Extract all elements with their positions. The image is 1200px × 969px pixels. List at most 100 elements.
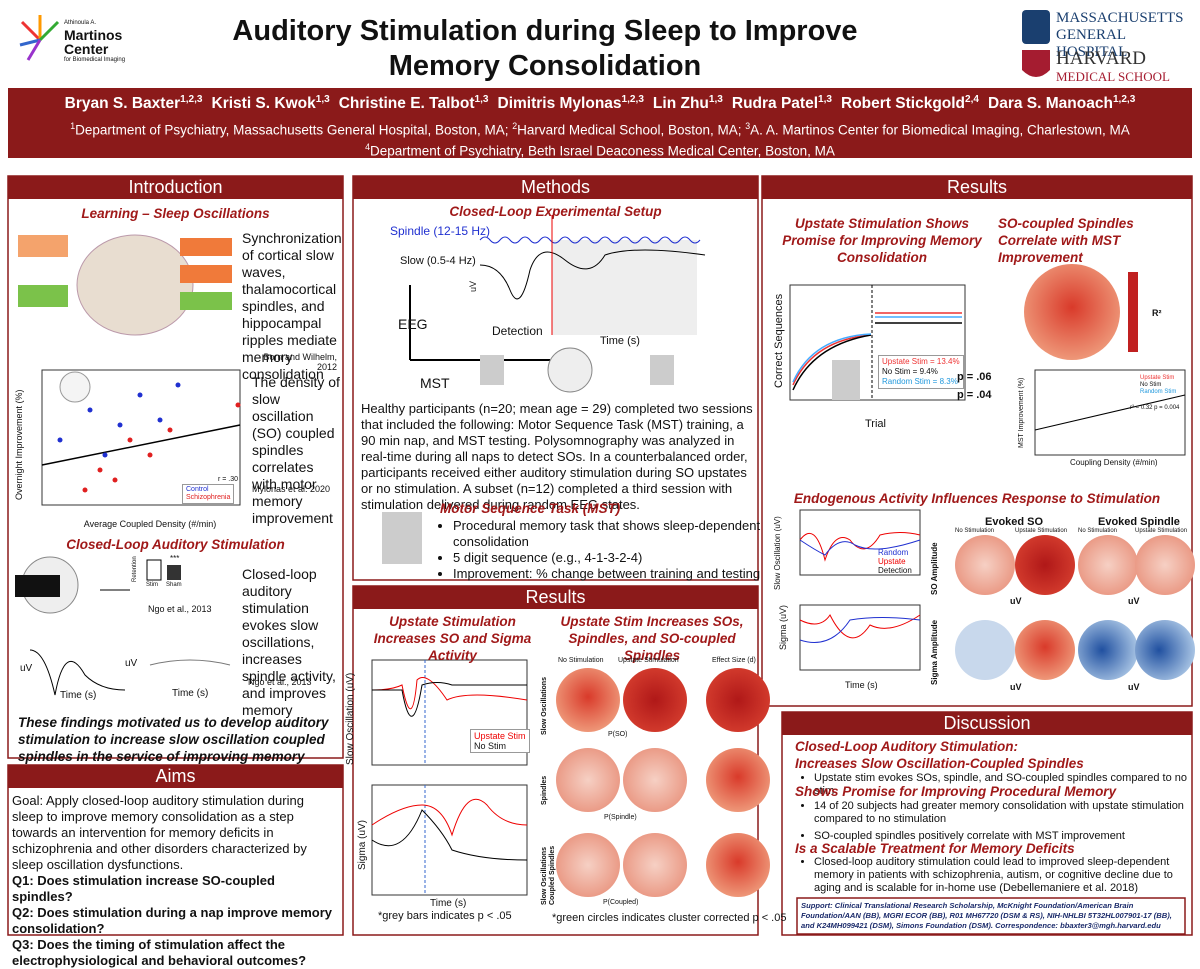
p-value: p = .04 — [957, 389, 992, 401]
axis-label: Time (s) — [430, 898, 467, 909]
legend-entry: Random — [878, 548, 909, 557]
axis-label: Time (s) — [845, 680, 878, 690]
author: Bryan S. Baxter1,2,3 — [65, 94, 203, 112]
author-sup: 1,3 — [818, 94, 833, 105]
subheading: Closed-Loop Auditory Stimulation: Increas… — [795, 738, 1084, 772]
subheading: Learning – Sleep Oscillations — [81, 206, 270, 221]
legend-entry: Control — [186, 486, 209, 493]
text: Synchronization of cortical slow waves, … — [242, 230, 342, 382]
bullet-list: Procedural memory task that shows sleep-… — [437, 518, 768, 582]
affiliation-text: Harvard Medical School, Boston, MA; — [517, 122, 746, 138]
question: Q1: Does stimulation increase SO-coupled… — [12, 873, 275, 904]
fig-label: Detection — [492, 324, 543, 338]
author-name: Dara S. Manoach — [988, 95, 1113, 113]
legend-entry: No Stim — [474, 741, 507, 751]
p-values: p = .06 p = .04 — [957, 368, 992, 404]
col-label: No Stimulation — [1078, 528, 1118, 534]
legend-entry: Upstate — [878, 557, 906, 566]
affiliation-sup: 2 — [512, 121, 518, 132]
section-heading: Methods — [353, 176, 758, 199]
row-label: Sigma Amplitude — [930, 619, 939, 685]
text: The density of slow oscillation (SO) cou… — [252, 374, 340, 526]
bullet: Upstate stim evokes SOs, spindle, and SO… — [814, 772, 1199, 798]
bullet: 14 of 20 subjects had greater memory con… — [814, 800, 1199, 826]
bullet: SO-coupled spindles positively correlate… — [814, 830, 1199, 843]
subheading: Is a Scalable Treatment for Memory Defic… — [795, 841, 1075, 856]
unit: uV — [1010, 596, 1022, 606]
fig-label: MST — [420, 375, 450, 391]
stat: r² = 0.32 p = 0.004 — [1130, 405, 1180, 411]
citation: Ngo et al., 2013 — [148, 604, 212, 614]
axis-label: uV — [20, 663, 33, 674]
r2-topomap — [1024, 264, 1138, 360]
colorbar-label: P(Coupled) — [603, 899, 639, 906]
unit: uV — [1010, 682, 1022, 692]
subheading: Closed-Loop Auditory Stimulation — [66, 537, 285, 552]
section-heading: Results — [762, 176, 1192, 199]
axis-label: MST Improvement (%) — [1018, 377, 1025, 448]
mst-scatter — [1034, 369, 1186, 456]
affiliation-line: 1Department of Psychiatry, Massachusetts… — [8, 118, 1192, 139]
citation: Mylonas et al. 2020 — [252, 484, 331, 494]
logo-line: MASSACHUSETTS — [1056, 10, 1184, 26]
section-heading: Introduction — [8, 176, 343, 199]
axis-label: Overnight Improvement (%) — [14, 389, 24, 500]
logo-text: for Biomedical Imaging — [64, 57, 126, 63]
conclusion: These findings motivated us to develop a… — [18, 715, 329, 764]
bullet-list: Upstate stim evokes SOs, spindle, and SO… — [798, 772, 1199, 798]
bullet-list: 14 of 20 subjects had greater memory con… — [798, 800, 1199, 843]
author: Robert Stickgold2,4 — [841, 94, 979, 112]
fig-label: Slow (0.5-4 Hz) — [400, 255, 476, 267]
author: Christine E. Talbot1,3 — [339, 94, 489, 112]
legend-entry: Schizophrenia — [186, 494, 231, 501]
fig-label: Spindle (12-15 Hz) — [390, 224, 491, 238]
question: Q3: Does the timing of stimulation affec… — [12, 937, 307, 968]
question: Q2: Does stimulation during a nap improv… — [12, 905, 333, 936]
support: Support: Clinical Translational Research… — [801, 901, 1172, 930]
bar-label: Stim — [146, 582, 158, 588]
martinos-logo — [19, 15, 60, 61]
affiliation-sup: 3 — [745, 121, 751, 132]
harvard-text: HARVARD MEDICAL SCHOOL — [1056, 48, 1170, 86]
section-heading: Aims — [8, 765, 343, 788]
axis-label: Time (s) — [60, 690, 97, 701]
colorbar-label: P(Spindle) — [604, 814, 637, 821]
legend: Upstate Stim = 13.4% No Stim = 9.4% Random… — [878, 355, 964, 389]
affiliation-line: 4Department of Psychiatry, Beth Israel D… — [8, 139, 1192, 160]
title: Auditory Stimulation during Sleep to Imp… — [200, 14, 890, 84]
goal: Goal: Apply closed-loop auditory stimula… — [12, 793, 307, 872]
col-label: Upstate Stimulation — [1015, 528, 1068, 534]
logo-text: Center — [64, 41, 109, 57]
legend-entry: Upstate Stim — [1140, 375, 1175, 381]
row-label: SO Amplitude — [930, 542, 939, 595]
setup-diagram — [382, 215, 706, 564]
subheading: Upstate Stim Increases SOs, Spindles, an… — [560, 614, 744, 663]
row-label: Slow Oscillations — [541, 677, 548, 735]
evoked-title: Evoked Spindle — [1098, 516, 1180, 528]
bullet: Closed-loop auditory stimulation could l… — [814, 856, 1199, 895]
legend-entry: Upstate Stim — [474, 731, 526, 741]
legend-entry: No Stim — [1140, 382, 1162, 388]
topomaps — [556, 668, 770, 897]
axis-label: Trial — [865, 418, 886, 430]
axis-label: Retention — [132, 556, 138, 582]
subheading: Closed-Loop Experimental Setup — [449, 204, 662, 219]
legend: Upstate Stim No Stim Random Stim — [1140, 375, 1176, 396]
legend-entry: Detection — [878, 566, 912, 575]
poster: Athinoula A. Martinos Center for Biomedi… — [0, 0, 1200, 943]
author-sup: 1,3 — [474, 94, 489, 105]
legend-entry: No Stim = 9.4% — [882, 367, 938, 376]
affiliations: 1Department of Psychiatry, Massachusetts… — [8, 118, 1192, 159]
affiliation-text: Department of Psychiatry, Massachusetts … — [75, 122, 513, 138]
axis-label: Time (s) — [172, 688, 209, 699]
note: *grey bars indicates p < .05 — [378, 910, 512, 922]
mgh-shield — [1022, 10, 1050, 44]
author-name: Kristi S. Kwok — [211, 95, 316, 113]
subheading-line: Closed-Loop Auditory Stimulation: — [795, 739, 1018, 754]
col-label: Upstate Stimulation — [1135, 528, 1188, 534]
author: Kristi S. Kwok1,3 — [211, 94, 330, 113]
learning-curve — [789, 284, 966, 401]
logo-line: HARVARD — [1056, 48, 1146, 69]
colorbar-label: P(SO) — [608, 731, 628, 738]
scatter-plot — [41, 369, 241, 506]
